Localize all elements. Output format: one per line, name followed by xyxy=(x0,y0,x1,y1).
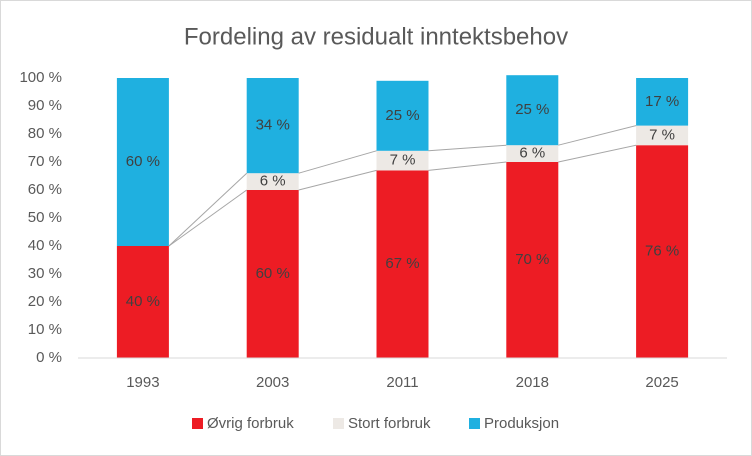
y-tick-label: 70 % xyxy=(28,153,62,170)
series-line xyxy=(168,189,247,247)
value-label: 7 % xyxy=(390,152,416,169)
x-tick-label: 1993 xyxy=(126,374,159,391)
value-label: 25 % xyxy=(515,101,549,118)
series-line xyxy=(298,169,377,191)
y-tick-label: 0 % xyxy=(36,349,62,366)
value-label: 7 % xyxy=(649,126,675,143)
value-label: 17 % xyxy=(645,93,679,110)
legend-label: Produksjon xyxy=(484,415,559,432)
series-line xyxy=(558,125,637,146)
value-label: 67 % xyxy=(385,255,419,272)
bar-segment xyxy=(246,78,299,174)
y-tick-label: 20 % xyxy=(28,293,62,310)
value-label: 60 % xyxy=(126,153,160,170)
legend-swatch xyxy=(469,418,480,429)
y-tick-label: 80 % xyxy=(28,125,62,142)
series-line xyxy=(168,172,248,247)
legend-label: Øvrig forbruk xyxy=(207,415,294,432)
legend-label: Stort forbruk xyxy=(348,415,431,432)
value-label: 76 % xyxy=(645,243,679,260)
legend-swatch xyxy=(192,418,203,429)
value-label: 34 % xyxy=(256,117,290,134)
bar-segment xyxy=(636,125,689,146)
bar-segment xyxy=(116,78,169,246)
y-tick-label: 40 % xyxy=(28,237,62,254)
value-label: 70 % xyxy=(515,251,549,268)
bar-segment xyxy=(246,173,299,190)
series-line xyxy=(298,150,377,174)
bar-segment xyxy=(506,162,559,358)
series-line xyxy=(428,161,507,171)
bar-segment xyxy=(506,75,559,146)
bar-segment xyxy=(376,150,429,171)
x-tick-label: 2003 xyxy=(256,374,289,391)
y-tick-label: 60 % xyxy=(28,181,62,198)
bar-segment xyxy=(376,80,429,151)
y-tick-label: 50 % xyxy=(28,209,62,226)
value-label: 6 % xyxy=(519,145,545,162)
series-line xyxy=(428,144,507,152)
value-label: 40 % xyxy=(126,293,160,310)
y-tick-label: 30 % xyxy=(28,265,62,282)
x-tick-label: 2025 xyxy=(645,374,678,391)
bar-segment xyxy=(376,170,429,358)
y-tick-label: 90 % xyxy=(28,97,62,114)
bar-segment xyxy=(116,246,169,358)
x-tick-label: 2018 xyxy=(516,374,549,391)
chart-title: Fordeling av residualt inntektsbehov xyxy=(184,23,568,50)
bar-segment xyxy=(636,145,689,358)
legend-swatch xyxy=(333,418,344,429)
y-tick-label: 100 % xyxy=(19,69,62,86)
series-line xyxy=(558,144,637,163)
bar-segment xyxy=(636,78,689,126)
value-label: 60 % xyxy=(256,265,290,282)
bar-segment xyxy=(246,190,299,358)
value-label: 6 % xyxy=(260,173,286,190)
y-tick-label: 10 % xyxy=(28,321,62,338)
bar-segment xyxy=(506,145,559,162)
value-label: 25 % xyxy=(385,107,419,124)
x-tick-label: 2011 xyxy=(386,374,418,391)
